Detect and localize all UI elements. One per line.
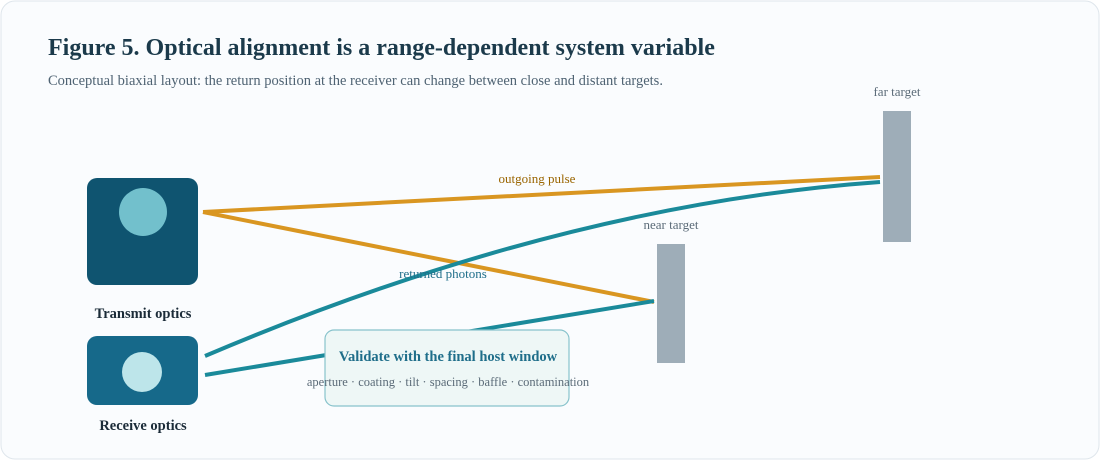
near-target-label: near target	[644, 217, 699, 232]
outgoing-beam-near	[202, 210, 655, 304]
far-target-label: far target	[873, 84, 920, 99]
near-target	[657, 244, 685, 363]
transmit-lens	[119, 188, 167, 236]
subtitle: Conceptual biaxial layout: the return po…	[48, 73, 663, 89]
callout-box	[324, 329, 570, 407]
callout-title: Validate with the final host window	[339, 349, 558, 365]
receive-label: Receive optics	[99, 418, 187, 434]
receive-lens	[122, 352, 162, 392]
far-target	[883, 111, 911, 242]
callout-text: aperture · coating · tilt · spacing · ba…	[307, 375, 590, 389]
returned-label: returned photons	[399, 266, 487, 281]
outgoing-label: outgoing pulse	[499, 171, 576, 186]
transmit-label: Transmit optics	[95, 306, 192, 322]
return-beam-far	[204, 180, 881, 358]
title: Figure 5. Optical alignment is a range-d…	[48, 35, 715, 61]
outgoing-beam-far	[202, 175, 881, 214]
